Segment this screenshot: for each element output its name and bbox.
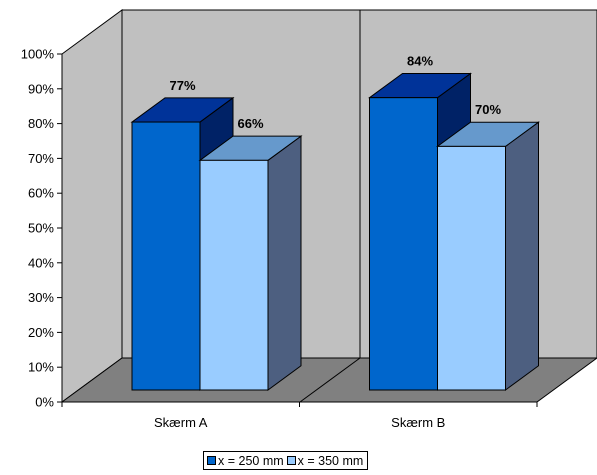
chart-legend: x = 250 mm x = 350 mm: [203, 451, 369, 470]
bar: [435, 121, 541, 391]
y-tick-label: 20%: [28, 325, 54, 340]
data-label: 70%: [475, 102, 501, 117]
bar-side-face: [505, 121, 539, 391]
y-tick-label: 80%: [28, 116, 54, 131]
y-tick-label: 90%: [28, 81, 54, 96]
data-label: 84%: [407, 53, 433, 68]
legend-item: x = 250 mm: [207, 454, 284, 468]
data-labels: 77% 66% 84% 70%: [169, 53, 501, 131]
legend-swatch-series-1: [207, 456, 216, 465]
bar-front-face: [131, 121, 201, 391]
bar-front-face: [437, 145, 506, 391]
chart-side-wall: [61, 9, 123, 403]
category-divider-floor-line: [299, 357, 361, 403]
legend-label-series-2: x = 350 mm: [297, 453, 364, 468]
data-label: 77%: [169, 78, 195, 93]
y-tick-label: 40%: [28, 255, 54, 270]
x-axis-categories: Skærm A Skærm B: [61, 402, 538, 430]
legend-label-series-1: x = 250 mm: [218, 453, 284, 468]
data-label: 66%: [237, 116, 263, 131]
legend-swatch-series-2: [286, 456, 296, 465]
bar-front-face: [369, 97, 438, 391]
x-category-label: Skærm B: [391, 415, 445, 430]
bar: [198, 135, 303, 391]
bar-series: [130, 72, 541, 391]
y-tick-label: 100%: [21, 47, 55, 62]
y-tick-label: 0%: [35, 395, 54, 410]
y-axis-ticks: 0% 10% 20% 30% 40% 50% 60% 70% 80% 90% 100%: [21, 47, 62, 410]
bar-chart: 0% 10% 20% 30% 40% 50% 60% 70% 80% 90% 100% Skærm …: [21, 9, 597, 430]
y-tick-label: 10%: [28, 360, 54, 375]
bar-front-face: [199, 159, 269, 391]
legend-item: x = 350 mm: [286, 453, 364, 468]
y-tick-label: 50%: [28, 221, 54, 236]
bar-side-face: [267, 135, 302, 391]
x-category-label: Skærm A: [154, 415, 208, 430]
y-tick-label: 70%: [28, 151, 54, 166]
y-tick-label: 60%: [28, 186, 54, 201]
y-tick-label: 30%: [28, 290, 54, 305]
